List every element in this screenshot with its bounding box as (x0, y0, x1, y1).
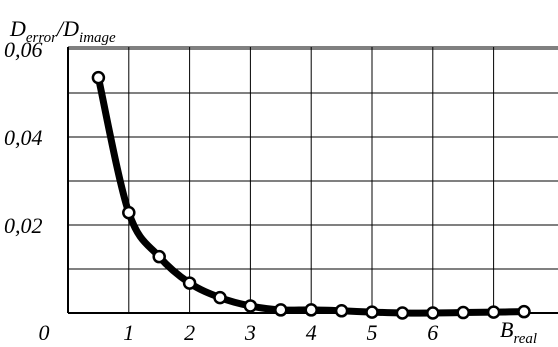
data-point (274, 303, 288, 317)
data-point (486, 305, 501, 319)
data-point (426, 306, 440, 320)
x-tick-label: 4 (306, 320, 317, 345)
data-point (334, 304, 349, 318)
x-tick-label: 3 (244, 320, 256, 345)
y-axis-label: Derror/Dimage (9, 16, 116, 46)
data-point (304, 303, 318, 317)
x-tick-label: 1 (123, 320, 134, 345)
data-point (365, 305, 379, 319)
data-points (91, 70, 531, 320)
data-point (395, 306, 410, 320)
x-tick-label: 2 (184, 320, 195, 345)
y-tick-labels: 0,02 0,04 0,06 (4, 37, 43, 238)
grid (68, 47, 558, 313)
x-tick-labels: 0 1 2 3 4 5 6 (39, 320, 439, 345)
data-point (91, 70, 106, 85)
data-point (122, 205, 136, 220)
x-tick-label: 0 (39, 320, 50, 345)
data-point (456, 305, 470, 320)
y-tick-label: 0,06 (4, 37, 43, 62)
y-tick-label: 0,02 (4, 213, 43, 238)
x-tick-label: 6 (427, 320, 438, 345)
y-tick-label: 0,04 (4, 125, 43, 150)
data-point (517, 304, 531, 319)
x-tick-label: 5 (367, 320, 378, 345)
x-axis-label: Breal (500, 317, 537, 347)
data-point (243, 299, 258, 313)
plot-frame (67, 46, 558, 314)
data-point (182, 276, 197, 290)
data-point (152, 249, 166, 264)
data-point (213, 290, 227, 305)
